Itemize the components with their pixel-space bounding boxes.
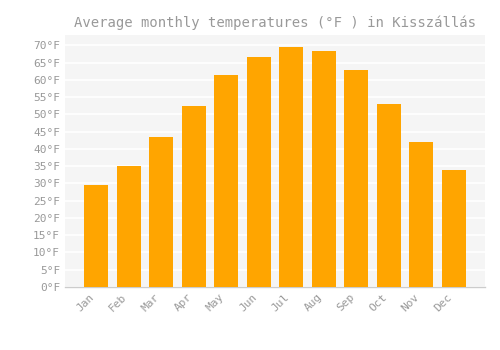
Bar [442, 170, 466, 287]
Bar [116, 166, 141, 287]
Bar [409, 142, 434, 287]
Bar [246, 57, 271, 287]
Bar [214, 75, 238, 287]
Bar [312, 50, 336, 287]
Bar [279, 47, 303, 287]
Bar [182, 106, 206, 287]
Title: Average monthly temperatures (°F ) in Kisszállás: Average monthly temperatures (°F ) in Ki… [74, 15, 476, 30]
Bar [149, 137, 174, 287]
Bar [376, 104, 401, 287]
Bar [84, 185, 108, 287]
Bar [344, 70, 368, 287]
